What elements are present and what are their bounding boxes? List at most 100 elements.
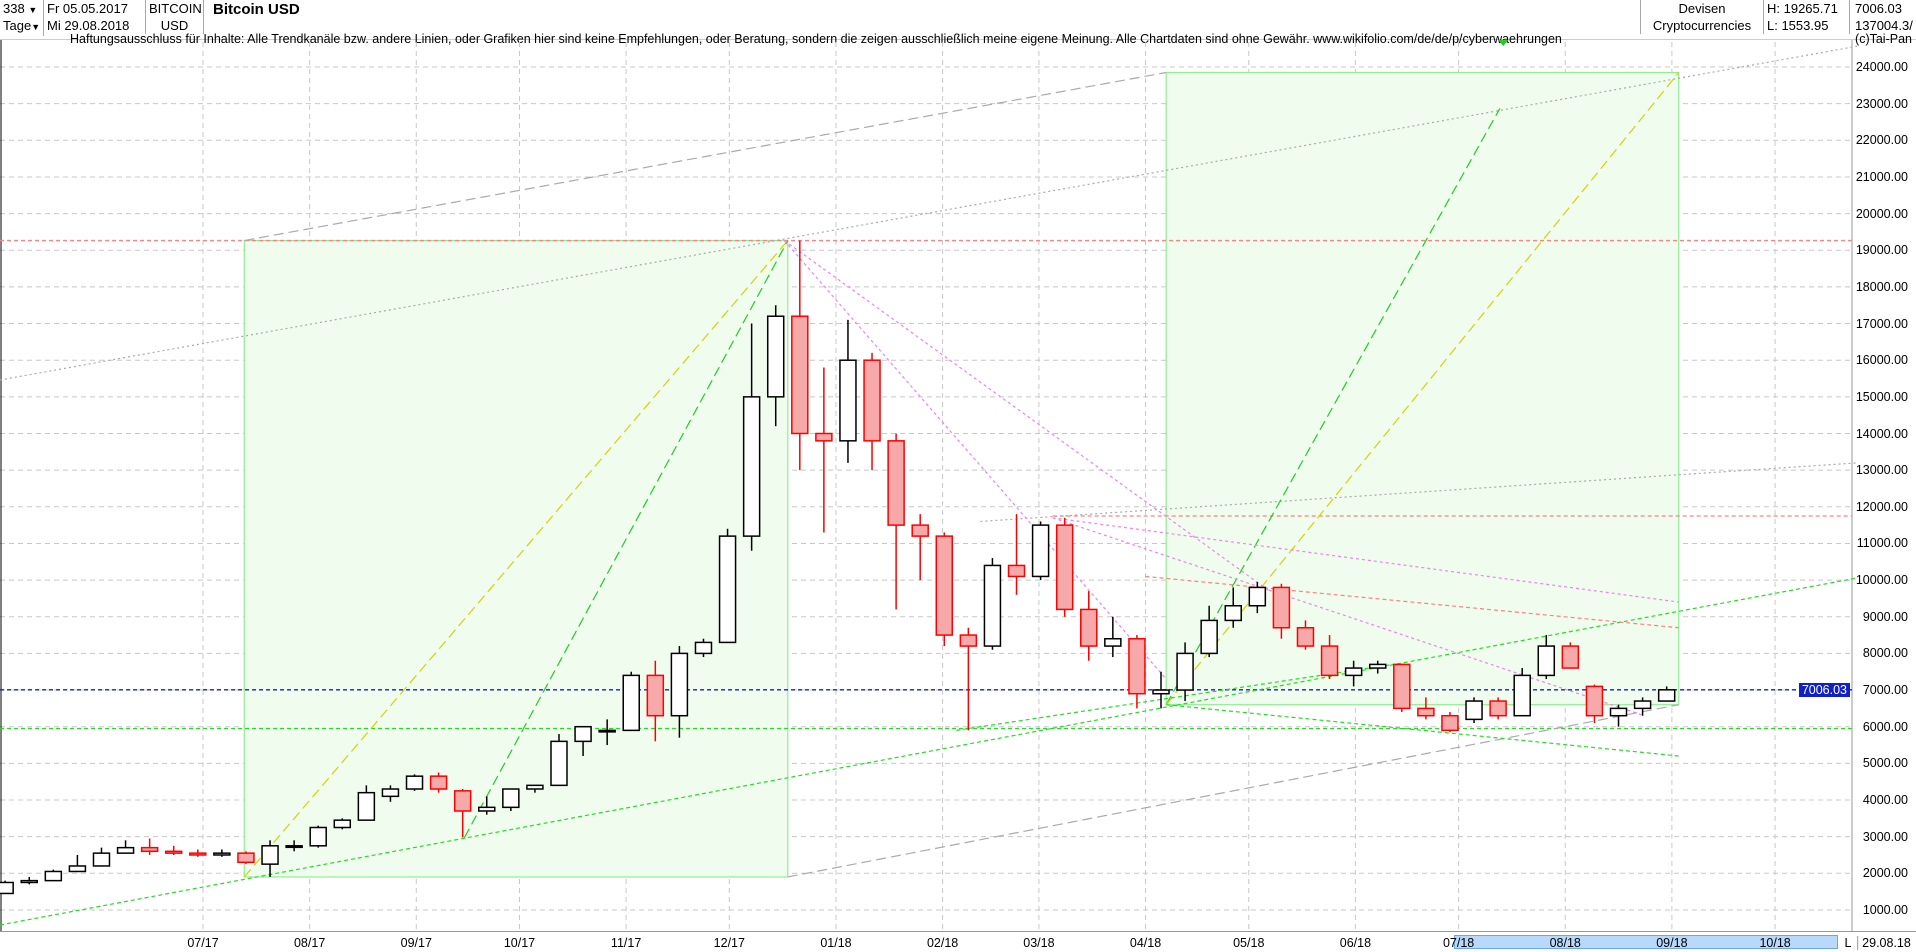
scroll-end-label[interactable]: L xyxy=(1844,936,1852,950)
time-scrollbar[interactable] xyxy=(1454,935,1838,949)
last-price-label: 7006.03 xyxy=(1798,682,1850,697)
category-line1: Devisen xyxy=(1640,0,1764,17)
symbol-line1: BITCOIN xyxy=(146,0,204,17)
period: Tage xyxy=(3,18,32,33)
chevron-down-icon: ▼ xyxy=(28,5,38,15)
candle-body xyxy=(1393,663,1411,710)
price-tick-label: 13000.00 xyxy=(1855,463,1908,478)
chart-header: 338 ▼ Tage▼ Fr 05.05.2017 Mi 29.08.2018 … xyxy=(0,0,1916,40)
date-to: Mi 29.08.2018 xyxy=(44,17,146,34)
month-tick-label: 10/17 xyxy=(503,936,536,950)
candle-body xyxy=(1007,564,1026,578)
candle-body xyxy=(983,564,1002,647)
candle-body xyxy=(1489,700,1507,717)
candle-body xyxy=(261,845,279,865)
price-tick-label: 7000.00 xyxy=(1862,683,1908,698)
month-tick-label: 08/17 xyxy=(293,936,326,950)
trend-line xyxy=(784,240,1270,592)
low-value: L: 1553.95 xyxy=(1764,17,1850,34)
candle-body xyxy=(405,775,424,790)
bar-count-select[interactable]: 338 ▼ xyxy=(0,0,44,19)
price-tick-label: 1000.00 xyxy=(1862,902,1908,917)
candle-body xyxy=(863,359,881,442)
current-date: 29.08.18 xyxy=(1857,936,1911,950)
candle-body xyxy=(1585,685,1604,717)
price-tick-label: 2000.00 xyxy=(1862,866,1908,881)
month-tick-label: 05/18 xyxy=(1233,936,1265,950)
candle-body xyxy=(116,846,135,854)
trend-line xyxy=(1052,517,1645,717)
category-line2: Cryptocurrencies xyxy=(1640,17,1764,34)
candle-body xyxy=(718,535,737,644)
chevron-down-icon: ▼ xyxy=(31,22,41,32)
month-tick-label: 03/18 xyxy=(1023,936,1055,950)
candle-body xyxy=(1248,586,1267,607)
candle-body xyxy=(1368,663,1387,669)
copyright: (c)Tai-Pan xyxy=(1855,32,1912,46)
candle-body xyxy=(959,634,978,647)
candle-body xyxy=(887,440,905,526)
candle-body xyxy=(429,775,448,790)
price-tick-label: 17000.00 xyxy=(1855,316,1908,331)
candle-body xyxy=(164,850,183,854)
trend-line xyxy=(1145,575,1679,629)
price-tick-label: 18000.00 xyxy=(1855,279,1908,294)
candle-body xyxy=(1609,707,1628,717)
month-tick-label: 08/18 xyxy=(1549,936,1581,950)
month-tick-label: 07/17 xyxy=(187,936,219,950)
time-axis xyxy=(0,931,1916,952)
price-tick-label: 3000.00 xyxy=(1862,829,1908,844)
month-tick-label: 09/18 xyxy=(1656,936,1688,950)
price-tick-label: 10000.00 xyxy=(1855,573,1908,588)
month-tick-label: 11/17 xyxy=(610,936,642,950)
candle-body xyxy=(742,396,761,537)
bar-count: 338 xyxy=(3,1,25,16)
price-tick-label: 15000.00 xyxy=(1855,389,1908,404)
candle-body xyxy=(1633,700,1652,710)
candle-body xyxy=(1657,689,1676,702)
candle-body xyxy=(44,870,63,882)
trend-line xyxy=(243,240,789,878)
trend-line xyxy=(980,462,1858,523)
candle-body xyxy=(622,674,640,732)
price-tick-label: 6000.00 xyxy=(1862,719,1908,734)
price-tick-label: 22000.00 xyxy=(1855,133,1908,148)
candle-body xyxy=(1224,605,1242,622)
candle-body xyxy=(381,788,400,798)
candle-body xyxy=(92,852,111,867)
candle-body xyxy=(309,826,327,847)
candle-body xyxy=(1537,645,1556,677)
candle-body xyxy=(598,729,616,733)
trend-line xyxy=(787,704,1679,878)
candle-body xyxy=(694,641,713,655)
month-tick-label: 09/17 xyxy=(400,936,432,950)
candle-body xyxy=(1344,667,1363,677)
candle-body xyxy=(1031,524,1050,578)
month-tick-label: 04/18 xyxy=(1129,936,1162,950)
candle-body xyxy=(1176,652,1194,691)
period-select[interactable]: Tage▼ xyxy=(0,17,44,36)
price-tick-label: 5000.00 xyxy=(1862,756,1908,771)
last-value: 7006.03 xyxy=(1855,1,1902,16)
candle-body xyxy=(1200,619,1218,655)
symbol-line2: USD xyxy=(146,17,204,34)
candle-body xyxy=(285,845,303,849)
price-tick-label: 19000.00 xyxy=(1855,243,1908,258)
candle-body xyxy=(237,852,255,864)
trend-line xyxy=(956,663,1394,731)
candle-body xyxy=(189,852,207,856)
chart-title: Bitcoin USD xyxy=(213,1,300,18)
trend-line xyxy=(244,71,1167,242)
price-tick-label: 14000.00 xyxy=(1855,426,1908,441)
price-tick-label: 16000.00 xyxy=(1855,353,1908,368)
price-tick-label: 24000.00 xyxy=(1855,60,1908,74)
high-value: H: 19265.71 xyxy=(1764,0,1850,17)
candle-body xyxy=(1272,586,1291,629)
candle-body xyxy=(0,881,14,895)
marker-triangle-icon xyxy=(1498,40,1509,46)
month-tick-label: 02/18 xyxy=(926,936,959,950)
price-tick-label: 8000.00 xyxy=(1862,646,1908,661)
candle-body xyxy=(20,879,38,884)
price-tick-label: 9000.00 xyxy=(1862,609,1908,624)
